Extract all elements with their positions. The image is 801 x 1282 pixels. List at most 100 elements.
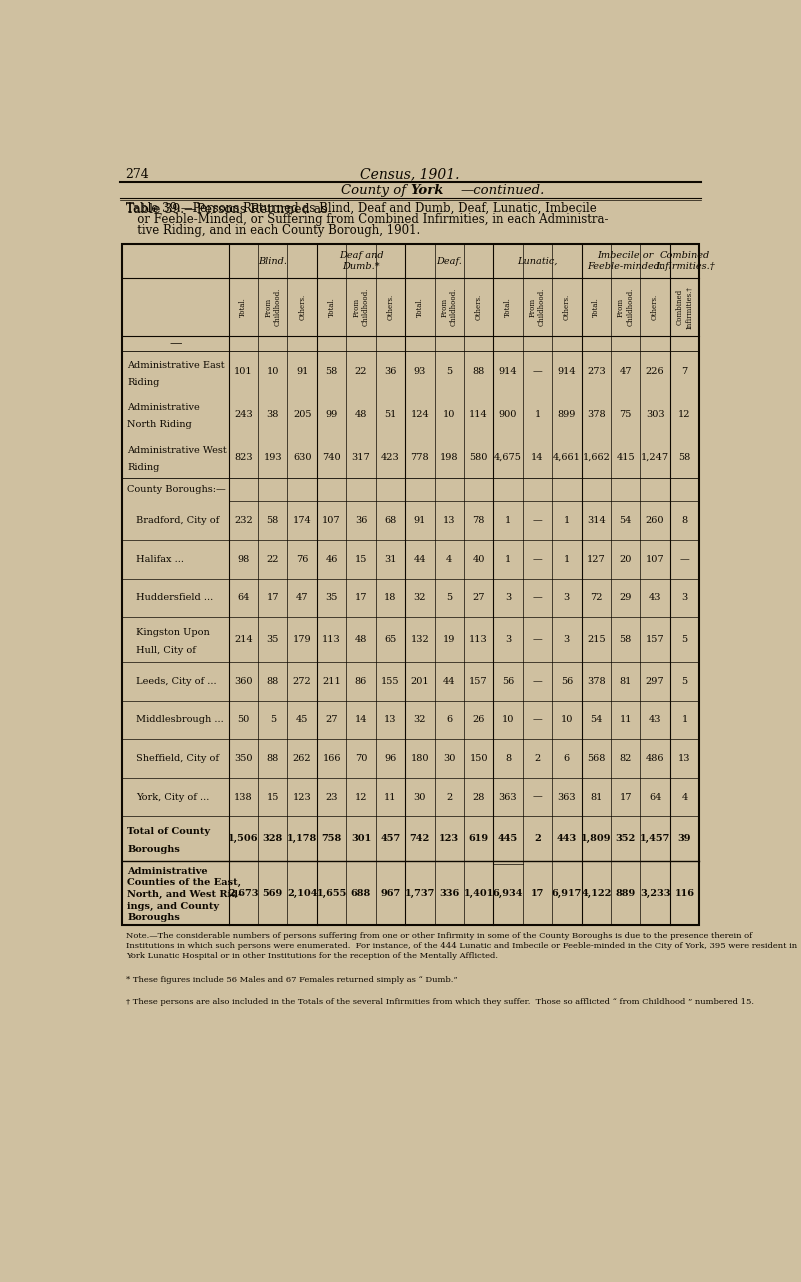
Text: 6: 6 [446,715,453,724]
Text: 91: 91 [413,517,426,526]
Text: Total.: Total. [328,297,336,317]
Text: 15: 15 [355,555,367,564]
Text: 900: 900 [499,410,517,419]
Text: 889: 889 [615,888,636,897]
Text: 3,233: 3,233 [640,888,670,897]
Text: 688: 688 [351,888,371,897]
Text: 174: 174 [293,517,312,526]
Text: Census, 1901.: Census, 1901. [360,168,460,182]
Text: 45: 45 [296,715,308,724]
Text: * These figures include 56 Males and 67 Females returned simply as “ Dumb.”: * These figures include 56 Males and 67 … [126,976,457,985]
Text: 758: 758 [321,835,342,844]
Text: 68: 68 [384,517,396,526]
Text: 56: 56 [502,677,514,686]
Text: 88: 88 [267,677,279,686]
Text: Leeds, City of ...: Leeds, City of ... [136,677,216,686]
Text: 4,661: 4,661 [553,453,581,462]
Text: 914: 914 [499,368,517,377]
Text: 215: 215 [587,635,606,644]
Text: 96: 96 [384,754,396,763]
Text: 38: 38 [267,410,279,419]
Text: From
Childhood.: From Childhood. [352,288,369,326]
Text: North Riding: North Riding [127,420,192,429]
Text: 124: 124 [410,410,429,419]
Text: North, and West Rid-: North, and West Rid- [127,890,242,899]
Text: 23: 23 [325,792,338,801]
Text: 360: 360 [234,677,252,686]
Text: 107: 107 [646,555,664,564]
Text: 39: 39 [678,835,691,844]
Text: 1,247: 1,247 [641,453,669,462]
Text: † These persons are also included in the Totals of the several Infirmities from : † These persons are also included in the… [126,997,754,1006]
Text: York: York [410,183,444,196]
Text: 64: 64 [237,594,250,603]
Text: 50: 50 [237,715,249,724]
Text: Bradford, City of: Bradford, City of [136,517,219,526]
Text: York, City of ...: York, City of ... [136,792,209,801]
Text: Halifax ...: Halifax ... [136,555,183,564]
Text: Hull, City of: Hull, City of [136,646,195,655]
Text: 4,675: 4,675 [494,453,522,462]
Text: 1: 1 [534,410,541,419]
Text: —: — [533,555,542,564]
Text: Others.: Others. [298,294,306,320]
Text: 72: 72 [590,594,602,603]
Text: Table 39.—Persons Returned as: Table 39.—Persons Returned as [126,203,331,215]
Text: 1,506: 1,506 [228,835,259,844]
Text: 1,178: 1,178 [287,835,317,844]
Text: 30: 30 [413,792,426,801]
Text: 378: 378 [587,410,606,419]
Text: 445: 445 [498,835,518,844]
Text: 19: 19 [443,635,456,644]
Text: 88: 88 [267,754,279,763]
Text: Lunatic,: Lunatic, [517,256,557,265]
Text: From
Childhood.: From Childhood. [529,288,546,326]
Text: 114: 114 [469,410,488,419]
Text: County of: County of [340,183,410,196]
Text: 58: 58 [325,368,338,377]
Text: 823: 823 [234,453,252,462]
Text: 5: 5 [446,594,453,603]
Text: 14: 14 [531,453,544,462]
Text: 1: 1 [564,555,570,564]
Text: —: — [533,677,542,686]
Text: 5: 5 [446,368,453,377]
Text: Huddersfield ...: Huddersfield ... [136,594,213,603]
Text: 28: 28 [473,792,485,801]
Text: 113: 113 [322,635,341,644]
Text: 7: 7 [682,368,687,377]
Text: Deaf and
Dumb.*: Deaf and Dumb.* [339,251,384,271]
Text: 86: 86 [355,677,367,686]
Text: Riding: Riding [127,378,159,387]
Text: 14: 14 [355,715,367,724]
Text: 6,934: 6,934 [493,888,523,897]
Text: Boroughs: Boroughs [127,845,180,854]
Text: 44: 44 [413,555,426,564]
Text: 180: 180 [411,754,429,763]
Text: 123: 123 [293,792,312,801]
Text: 378: 378 [587,677,606,686]
Text: 4: 4 [446,555,453,564]
Text: 138: 138 [234,792,252,801]
Text: 51: 51 [384,410,396,419]
Text: From
Childhood.: From Childhood. [264,288,281,326]
Text: 31: 31 [384,555,396,564]
Text: Riding: Riding [127,463,159,472]
Text: 6: 6 [564,754,570,763]
Text: Counties of the East,: Counties of the East, [127,878,241,887]
Text: 116: 116 [674,888,694,897]
Text: 12: 12 [678,410,690,419]
Text: Deaf.: Deaf. [437,256,462,265]
Text: 43: 43 [649,715,662,724]
Text: 619: 619 [469,835,489,844]
Text: 740: 740 [322,453,341,462]
Text: —: — [533,792,542,801]
Text: 10: 10 [443,410,456,419]
Text: 415: 415 [616,453,635,462]
Text: 201: 201 [410,677,429,686]
Text: 150: 150 [469,754,488,763]
Text: 226: 226 [646,368,664,377]
Text: —continued.: —continued. [461,183,545,196]
Text: 336: 336 [439,888,459,897]
Text: —: — [679,555,690,564]
